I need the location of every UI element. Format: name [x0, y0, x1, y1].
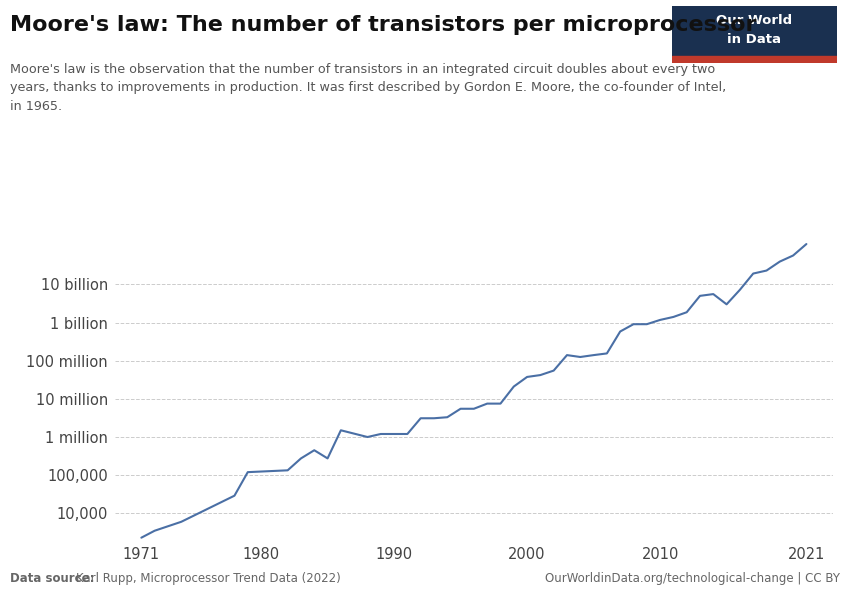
Text: Karl Rupp, Microprocessor Trend Data (2022): Karl Rupp, Microprocessor Trend Data (20… [76, 572, 340, 585]
Text: Moore's law is the observation that the number of transistors in an integrated c: Moore's law is the observation that the … [10, 63, 727, 113]
Text: Our World: Our World [717, 14, 792, 27]
Text: OurWorldinData.org/technological-change | CC BY: OurWorldinData.org/technological-change … [545, 572, 840, 585]
Bar [672, 56, 837, 63]
Text: Moore's law: The number of transistors per microprocessor: Moore's law: The number of transistors p… [10, 15, 756, 35]
Text: Data source:: Data source: [10, 572, 99, 585]
Text: in Data: in Data [728, 32, 781, 46]
